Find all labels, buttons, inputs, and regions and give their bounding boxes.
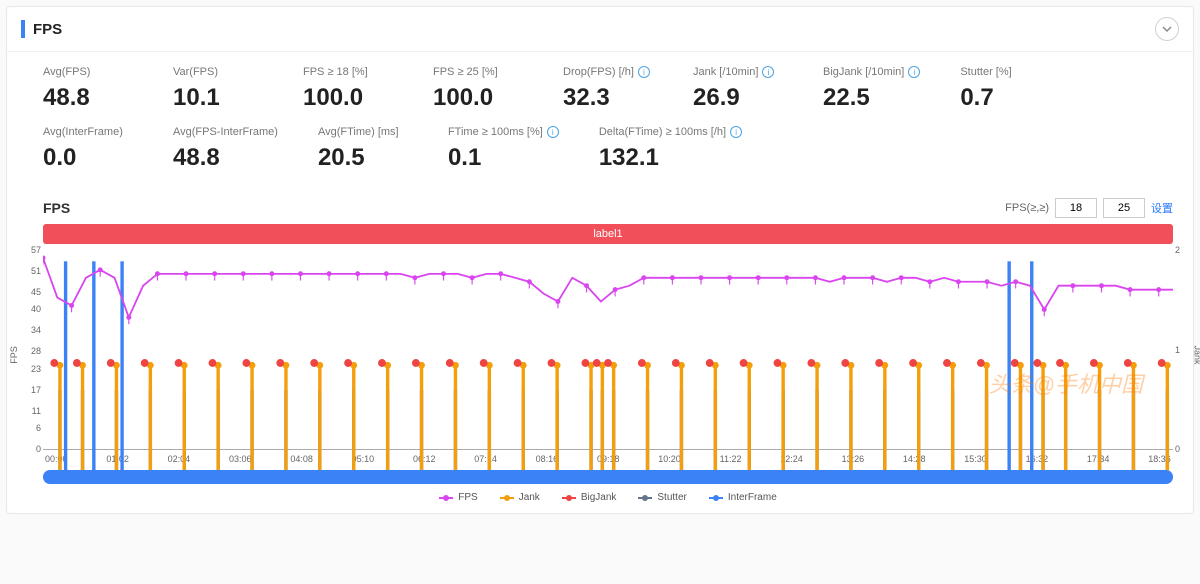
- metric-label: FPS ≥ 18 [%]: [303, 66, 393, 78]
- metric-value: 0.7: [960, 84, 1050, 112]
- fps-threshold-2[interactable]: [1103, 198, 1145, 218]
- info-icon[interactable]: i: [730, 126, 742, 138]
- chart-scrollbar[interactable]: [43, 470, 1173, 484]
- scrollbar-thumb[interactable]: [43, 470, 1173, 484]
- chart-section: FPS FPS(≥,≥) 设置 label1 FPS Jank 57514540…: [7, 190, 1193, 513]
- chart-plot-area: FPS Jank 57514540342823171160 210 头条@手机中…: [43, 250, 1173, 450]
- legend-swatch: [638, 497, 652, 499]
- chart-title: FPS: [43, 200, 70, 216]
- metric-label: Avg(FPS-InterFrame): [173, 126, 278, 138]
- metric-value: 100.0: [303, 84, 393, 112]
- panel-header: FPS: [7, 7, 1193, 52]
- legend-swatch: [709, 497, 723, 499]
- metric-label: Avg(FTime) [ms]: [318, 126, 408, 138]
- chart-legend: FPS Jank BigJank Stutter InterFrame: [43, 492, 1173, 503]
- legend-label: InterFrame: [728, 492, 777, 503]
- metric-item: Delta(FTime) ≥ 100ms [/h]i 132.1: [599, 126, 742, 172]
- metric-label: Stutter [%]: [960, 66, 1050, 78]
- metric-item: Avg(FPS) 48.8: [43, 66, 133, 112]
- legend-swatch: [439, 497, 453, 499]
- metric-value: 22.5: [823, 84, 920, 112]
- settings-link[interactable]: 设置: [1151, 200, 1173, 216]
- legend-swatch: [562, 497, 576, 499]
- metric-label: Avg(InterFrame): [43, 126, 133, 138]
- metric-label: FPS ≥ 25 [%]: [433, 66, 523, 78]
- title-accent-bar: [21, 20, 25, 38]
- chart-label-bar[interactable]: label1: [43, 224, 1173, 244]
- chevron-down-icon: [1162, 24, 1172, 34]
- metric-item: FTime ≥ 100ms [%]i 0.1: [448, 126, 559, 172]
- metric-item: Avg(InterFrame) 0.0: [43, 126, 133, 172]
- legend-swatch: [500, 497, 514, 499]
- y2-axis-title: Jank: [1192, 345, 1200, 364]
- metric-label: FTime ≥ 100ms [%]i: [448, 126, 559, 138]
- metric-item: FPS ≥ 25 [%] 100.0: [433, 66, 523, 112]
- metrics-grid: Avg(FPS) 48.8 Var(FPS) 10.1 FPS ≥ 18 [%] 100.…: [7, 52, 1193, 190]
- metric-item: Avg(FTime) [ms] 20.5: [318, 126, 408, 172]
- legend-label: Stutter: [657, 492, 686, 503]
- metric-item: Stutter [%] 0.7: [960, 66, 1050, 112]
- metric-value: 0.1: [448, 144, 559, 172]
- metric-value: 10.1: [173, 84, 263, 112]
- legend-label: FPS: [458, 492, 477, 503]
- metric-item: Avg(FPS-InterFrame) 48.8: [173, 126, 278, 172]
- metric-item: Drop(FPS) [/h]i 32.3: [563, 66, 653, 112]
- panel-title: FPS: [33, 21, 62, 38]
- metric-item: Var(FPS) 10.1: [173, 66, 263, 112]
- metric-value: 132.1: [599, 144, 742, 172]
- chart-header: FPS FPS(≥,≥) 设置: [43, 198, 1173, 218]
- info-icon[interactable]: i: [762, 66, 774, 78]
- metric-label: Drop(FPS) [/h]i: [563, 66, 653, 78]
- metric-value: 48.8: [173, 144, 278, 172]
- y-axis-ticks: 57514540342823171160: [19, 250, 41, 449]
- metric-label: Jank [/10min]i: [693, 66, 783, 78]
- metric-item: FPS ≥ 18 [%] 100.0: [303, 66, 393, 112]
- y-axis-title: FPS: [9, 346, 19, 364]
- legend-label: Jank: [519, 492, 540, 503]
- info-icon[interactable]: i: [638, 66, 650, 78]
- metric-item: Jank [/10min]i 26.9: [693, 66, 783, 112]
- metric-item: BigJank [/10min]i 22.5: [823, 66, 920, 112]
- title-wrap: FPS: [21, 20, 62, 38]
- legend-item[interactable]: Jank: [500, 492, 540, 503]
- fps-threshold-inputs: FPS(≥,≥) 设置: [1005, 198, 1173, 218]
- chart-svg: [43, 250, 1173, 476]
- y2-axis-ticks: 210: [1175, 250, 1191, 449]
- metric-value: 32.3: [563, 84, 653, 112]
- metric-value: 26.9: [693, 84, 783, 112]
- fps-threshold-1[interactable]: [1055, 198, 1097, 218]
- fps-panel: FPS Avg(FPS) 48.8 Var(FPS) 10.1 FPS ≥ 18 [%]…: [6, 6, 1194, 514]
- metric-value: 48.8: [43, 84, 133, 112]
- legend-item[interactable]: Stutter: [638, 492, 686, 503]
- legend-item[interactable]: FPS: [439, 492, 477, 503]
- metric-value: 100.0: [433, 84, 523, 112]
- metric-label: BigJank [/10min]i: [823, 66, 920, 78]
- metric-label: Var(FPS): [173, 66, 263, 78]
- metric-label: Avg(FPS): [43, 66, 133, 78]
- metric-value: 0.0: [43, 144, 133, 172]
- info-icon[interactable]: i: [547, 126, 559, 138]
- collapse-button[interactable]: [1155, 17, 1179, 41]
- metric-label: Delta(FTime) ≥ 100ms [/h]i: [599, 126, 742, 138]
- metric-value: 20.5: [318, 144, 408, 172]
- legend-label: BigJank: [581, 492, 617, 503]
- info-icon[interactable]: i: [908, 66, 920, 78]
- fps-input-label: FPS(≥,≥): [1005, 202, 1049, 214]
- legend-item[interactable]: BigJank: [562, 492, 617, 503]
- legend-item[interactable]: InterFrame: [709, 492, 777, 503]
